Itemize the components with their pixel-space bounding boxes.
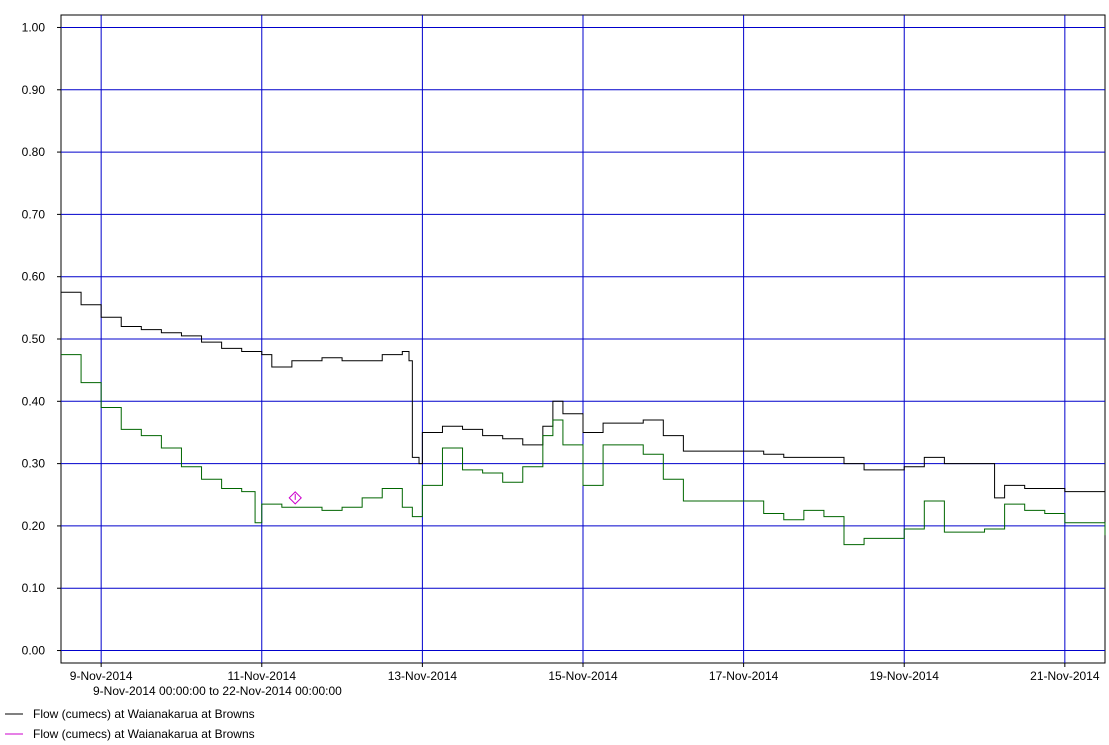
x-tick-label: 15-Nov-2014 <box>548 669 618 683</box>
x-tick-label: 21-Nov-2014 <box>1030 669 1100 683</box>
y-tick-label: 0.20 <box>22 519 46 533</box>
x-tick-label: 13-Nov-2014 <box>388 669 458 683</box>
x-tick-label: 19-Nov-2014 <box>870 669 940 683</box>
y-tick-label: 0.90 <box>22 83 46 97</box>
y-tick-label: 0.50 <box>22 332 46 346</box>
date-range-label: 9-Nov-2014 00:00:00 to 22-Nov-2014 00:00… <box>93 684 342 698</box>
y-tick-label: 0.00 <box>22 644 46 658</box>
x-tick-label: 17-Nov-2014 <box>709 669 779 683</box>
y-tick-label: 0.80 <box>22 145 46 159</box>
legend-label: Flow (cumecs) at Waianakarua at Browns <box>33 727 255 741</box>
legend: Flow (cumecs) at Waianakarua at Browns Fl… <box>5 707 255 741</box>
y-tick-label: 1.00 <box>22 20 46 34</box>
series-marker-point <box>288 491 302 505</box>
series-line-2 <box>61 354 1106 546</box>
y-tick-label: 0.60 <box>22 270 46 284</box>
y-tick-label: 0.30 <box>22 457 46 471</box>
x-tick-label: 11-Nov-2014 <box>228 669 297 683</box>
y-tick-label: 0.40 <box>22 394 46 408</box>
y-tick-label: 0.70 <box>22 207 46 221</box>
x-tick-label: 9-Nov-2014 <box>70 669 133 683</box>
x-axis-ticks: 9-Nov-2014 11-Nov-2014 13-Nov-2014 15-Nov-2… <box>70 663 1100 683</box>
series-line-0 <box>61 291 1106 501</box>
legend-label: Flow (cumecs) at Waianakarua at Browns <box>33 707 255 721</box>
y-axis-ticks: 0.00 0.10 0.20 0.30 0.40 0.50 0.60 0.70 0.80 0.90… <box>22 20 61 658</box>
y-tick-label: 0.10 <box>22 581 46 595</box>
series-group <box>61 291 1106 546</box>
y-gridlines <box>61 26 1105 652</box>
